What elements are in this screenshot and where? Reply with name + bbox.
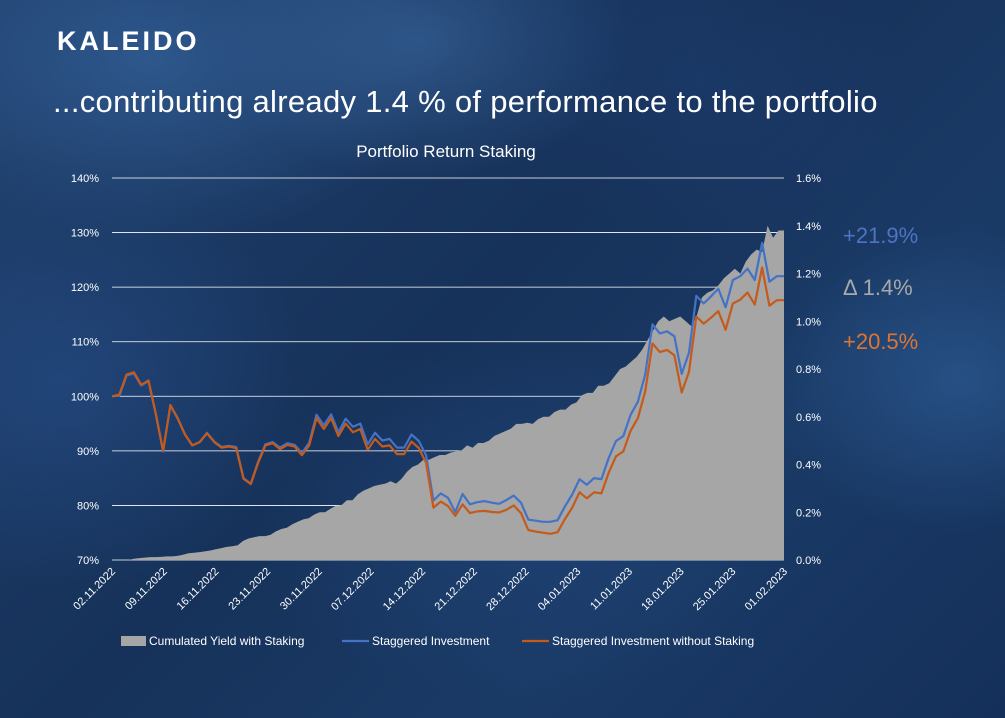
- y-right-tick-label: 1.6%: [796, 173, 821, 185]
- without-staking-return-label: +20.5%: [843, 329, 919, 354]
- y-right-tick-label: 1.0%: [796, 316, 821, 328]
- without-staking-line: [111, 266, 784, 535]
- x-tick-label: 28.12.2022: [484, 566, 531, 613]
- legend-swatch-area: [121, 636, 146, 646]
- y-right-tick-label: 1.2%: [796, 269, 821, 281]
- x-axis: 02.11.2022 09.11.2022 16.11.2022 23.11.2022…: [71, 566, 790, 613]
- y-left-tick-label: 130%: [71, 228, 99, 240]
- x-tick-label: 21.12.2022: [433, 566, 480, 613]
- y-right-tick-label: 0.2%: [796, 507, 821, 519]
- y-right-tick-label: 0.6%: [796, 412, 821, 424]
- y-left-tick-label: 100%: [71, 391, 99, 403]
- kaleido-logo: KALEIDO: [57, 26, 200, 56]
- chart-legend: Cumulated Yield with Staking Staggered In…: [121, 634, 754, 648]
- legend-label: Staggered Investment: [372, 634, 490, 648]
- y-left-tick-label: 120%: [71, 282, 99, 294]
- y-left-axis: 70% 80% 90% 100% 110% 120% 130% 140%: [71, 173, 99, 567]
- x-tick-label: 18.01.2023: [639, 566, 686, 613]
- chart-title: Portfolio Return Staking: [356, 142, 536, 161]
- staggered-return-label: +21.9%: [843, 223, 919, 248]
- y-right-tick-label: 0.8%: [796, 364, 821, 376]
- legend-label: Staggered Investment without Staking: [552, 634, 754, 648]
- page-headline: ...contributing already 1.4 % of perform…: [53, 84, 878, 119]
- x-tick-label: 23.11.2022: [226, 566, 273, 613]
- y-right-axis: 0.0% 0.2% 0.4% 0.6% 0.8% 1.0% 1.2% 1.4% 1.6%: [796, 173, 821, 567]
- y-left-tick-label: 70%: [77, 555, 99, 567]
- y-left-tick-label: 140%: [71, 173, 99, 185]
- legend-label: Cumulated Yield with Staking: [149, 634, 304, 648]
- area-layer: [112, 225, 784, 561]
- x-tick-label: 16.11.2022: [175, 566, 222, 613]
- x-tick-label: 14.12.2022: [381, 566, 428, 613]
- x-tick-label: 09.11.2022: [123, 566, 170, 613]
- y-right-tick-label: 1.4%: [796, 221, 821, 233]
- x-tick-label: 04.01.2023: [536, 566, 583, 613]
- cumulated-yield-area: [112, 225, 784, 561]
- y-right-tick-label: 0.4%: [796, 460, 821, 472]
- x-tick-label: 02.11.2022: [71, 566, 118, 613]
- x-tick-label: 07.12.2022: [329, 566, 376, 613]
- lines-layer: [111, 241, 784, 535]
- x-tick-label: 25.01.2023: [691, 566, 738, 613]
- y-right-tick-label: 0.0%: [796, 555, 821, 567]
- delta-label: Δ 1.4%: [843, 275, 913, 300]
- y-left-tick-label: 110%: [72, 337, 100, 349]
- x-tick-label: 01.02.2023: [743, 566, 790, 613]
- y-left-tick-label: 80%: [77, 500, 99, 512]
- y-left-tick-label: 90%: [77, 446, 99, 458]
- x-tick-label: 30.11.2022: [278, 566, 325, 613]
- x-tick-label: 11.01.2023: [588, 566, 635, 613]
